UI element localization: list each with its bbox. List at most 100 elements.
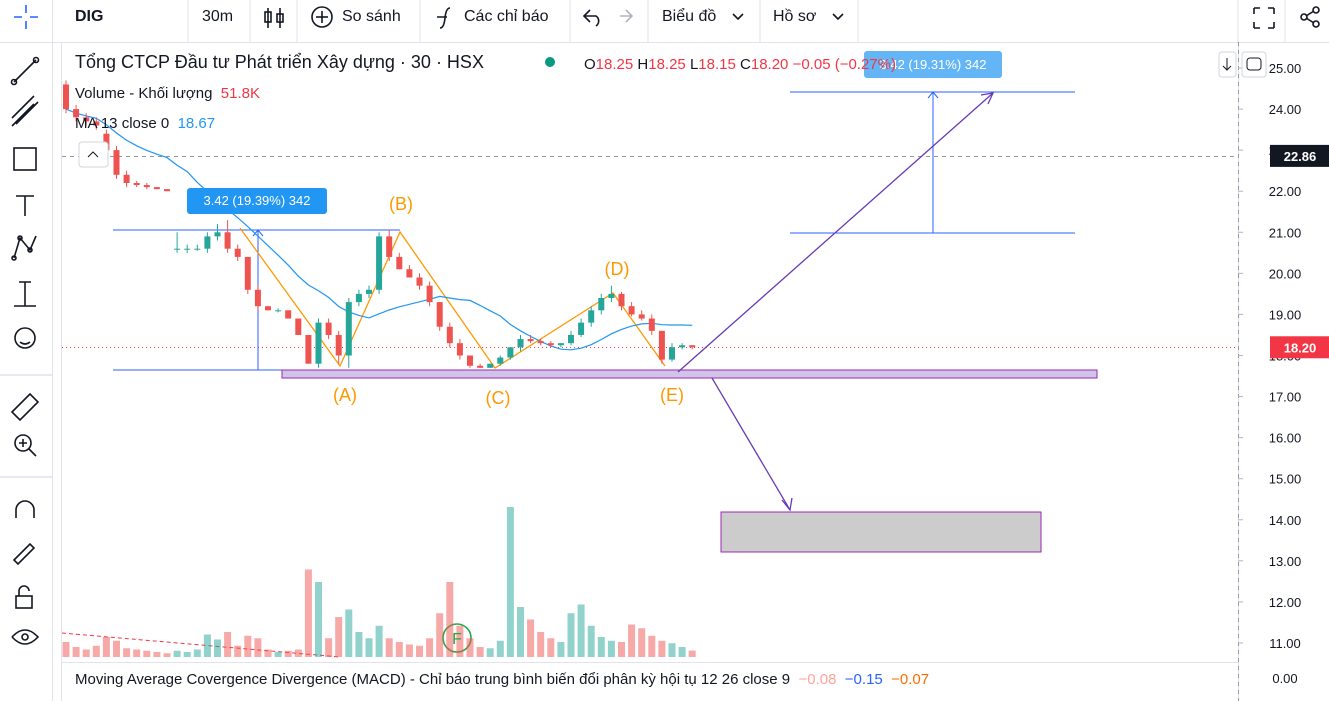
- candle-body: [527, 339, 534, 342]
- indicators-button[interactable]: Các chỉ báo: [464, 8, 549, 25]
- profile-button[interactable]: Hồ sơ: [773, 8, 817, 25]
- ohlc: O18.25 H18.25 L18.15 C18.20 −0.05 (−0.27…: [584, 56, 896, 73]
- symbol[interactable]: DIG: [75, 8, 104, 25]
- volume-bar: [436, 613, 444, 657]
- candle-body: [275, 310, 282, 312]
- volume-bar: [173, 650, 181, 657]
- candle-body: [376, 236, 383, 290]
- volume-bar: [466, 638, 474, 657]
- volume-bar: [133, 649, 141, 657]
- volume-bar: [335, 617, 343, 657]
- volume-name: Volume - Khối lượng: [75, 85, 213, 102]
- volume-bar: [496, 640, 504, 657]
- volume-bar: [688, 650, 696, 657]
- toolbar-bg: [0, 0, 1329, 42]
- macd-tick-label: 0.00: [1272, 671, 1297, 686]
- volume-bar: [547, 638, 555, 657]
- candle-body: [648, 318, 655, 331]
- candle-body: [537, 341, 544, 344]
- candle-body: [335, 334, 342, 356]
- candle-body: [254, 289, 261, 307]
- candle-body: [689, 345, 696, 348]
- y-tick-label: 20.00: [1269, 266, 1302, 281]
- volume-bar: [476, 647, 484, 657]
- volume-bar: [375, 625, 383, 657]
- y-tick-label: 16.00: [1269, 431, 1302, 446]
- candle-body: [133, 182, 140, 186]
- candle-body: [214, 232, 221, 237]
- volume-bar: [607, 640, 615, 657]
- candle-body: [658, 330, 665, 360]
- toolbar-separators: [187, 0, 1286, 42]
- target-zone: [720, 511, 1042, 553]
- volume-bar: [244, 635, 252, 657]
- candle-body: [588, 310, 595, 323]
- candle-body: [285, 310, 292, 319]
- volume-bar: [557, 642, 565, 657]
- volume-bar: [153, 652, 161, 657]
- volume-bar: [577, 604, 585, 657]
- volume-bar: [395, 642, 403, 657]
- candle-body: [608, 293, 615, 298]
- volume-bar: [214, 639, 221, 657]
- volume-bar: [113, 640, 120, 657]
- volume-bar: [628, 624, 636, 657]
- volume-bar: [426, 638, 434, 657]
- toolbar-icons[interactable]: [264, 6, 1320, 29]
- volume-bar: [355, 632, 363, 657]
- candle-body: [184, 248, 191, 250]
- collapse-button[interactable]: [78, 141, 109, 168]
- volume-bar: [315, 582, 322, 657]
- o-value: 18.25: [595, 56, 634, 73]
- candle-body: [669, 347, 675, 360]
- compare-button[interactable]: So sánh: [342, 8, 401, 25]
- wave-label: (B): [389, 194, 413, 214]
- candle-body: [73, 109, 80, 118]
- ma-name: MA 13 close 0: [75, 115, 170, 132]
- candle-body: [497, 357, 504, 364]
- candle-body: [143, 185, 150, 188]
- y-tick-label: 15.00: [1269, 472, 1302, 487]
- candle-body: [628, 306, 635, 315]
- layout-button[interactable]: [1241, 51, 1267, 78]
- candle-body: [446, 326, 453, 344]
- l-value: 18.15: [698, 56, 736, 73]
- candle-body: [305, 334, 312, 364]
- volume-bar: [294, 649, 302, 657]
- chart-button[interactable]: Biểu đồ: [662, 8, 717, 25]
- macd-line: −0.15: [844, 671, 883, 688]
- candle-body: [578, 322, 585, 335]
- volume-bar: [325, 638, 333, 657]
- scenario-arrows: [677, 92, 995, 512]
- candle-body: [234, 248, 241, 257]
- y-tick-label: 12.00: [1269, 595, 1302, 610]
- candle-body: [366, 289, 372, 294]
- volume-bar: [587, 625, 595, 657]
- volume-bar: [527, 619, 535, 657]
- layout-icon: [1246, 57, 1262, 71]
- volume-legend: Volume - Khối lượng 51.8K: [75, 85, 260, 102]
- volume-bar: [416, 645, 423, 657]
- candle-body: [325, 322, 332, 335]
- range-label: 3.42 (19.31%) 342: [880, 57, 987, 72]
- candle-body: [557, 343, 564, 346]
- volume-bar: [668, 643, 676, 657]
- candle-body: [345, 302, 352, 356]
- macd-legend: Moving Average Covergence Divergence (MA…: [75, 671, 929, 688]
- candle-body: [164, 189, 170, 192]
- volume-bar: [62, 642, 70, 657]
- candle-body: [618, 293, 625, 307]
- o-label: O: [584, 56, 596, 73]
- volume-bar: [597, 637, 605, 657]
- drawing-tools[interactable]: [0, 5, 52, 645]
- y-tick-label: 19.00: [1269, 307, 1302, 322]
- status-dot: [545, 57, 555, 67]
- interval[interactable]: 30m: [202, 8, 234, 25]
- scale-icon: [1222, 58, 1232, 71]
- volume-bar: [193, 649, 201, 657]
- volume-bar: [486, 648, 494, 657]
- ma-legend: MA 13 close 0 18.67: [75, 115, 215, 132]
- volume-bar: [638, 628, 646, 657]
- y-tick-label: 25.00: [1269, 61, 1302, 76]
